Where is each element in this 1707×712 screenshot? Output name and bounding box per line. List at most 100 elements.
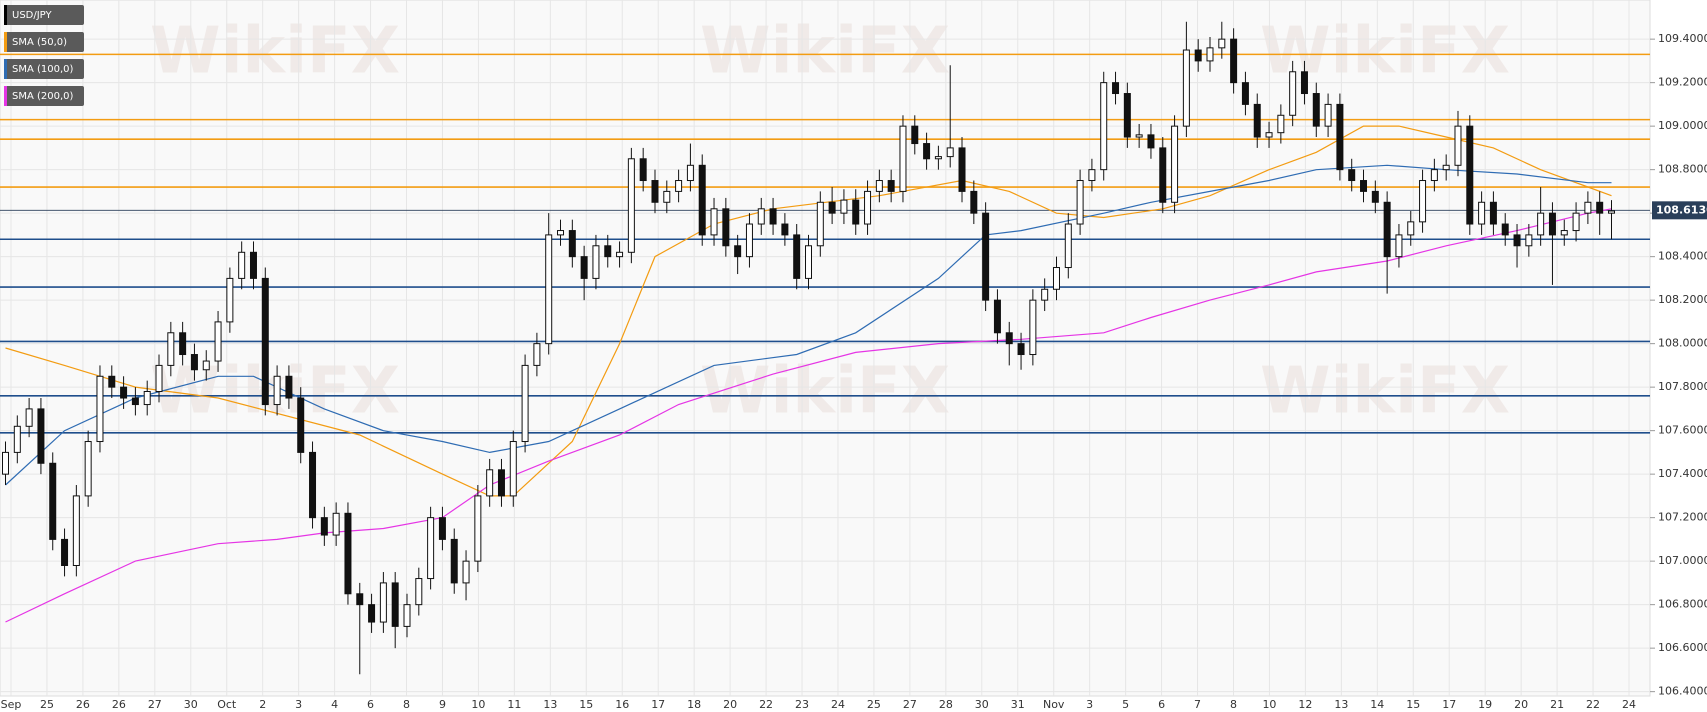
candle-body	[1088, 169, 1096, 182]
candle-body	[1005, 332, 1013, 345]
candle-body	[1525, 234, 1533, 247]
x-tick-label: 7	[1194, 698, 1201, 711]
x-tick-label: 20	[723, 698, 737, 711]
y-tick-label: 107.8000	[1658, 380, 1707, 393]
candle-body	[462, 560, 470, 584]
candle-body	[61, 538, 69, 567]
candle-body	[970, 190, 978, 214]
x-tick-label: 10	[471, 698, 485, 711]
candle-body	[911, 125, 919, 145]
candle-body	[356, 593, 364, 606]
candle-body	[1360, 180, 1368, 192]
candle-body	[745, 223, 753, 258]
candle-body	[1171, 125, 1179, 203]
candle-body	[108, 375, 116, 388]
y-tick-label: 108.4000	[1658, 250, 1707, 263]
x-tick-label: 22	[759, 698, 773, 711]
y-tick-label: 107.0000	[1658, 554, 1707, 567]
x-tick-label: 12	[1298, 698, 1312, 711]
candle-body	[557, 230, 565, 236]
candle-body	[273, 375, 281, 406]
candle-body	[627, 158, 635, 253]
x-tick-label: Oct	[217, 698, 237, 711]
candle-body	[1501, 223, 1509, 236]
candle-body	[450, 538, 458, 584]
candle-body	[982, 212, 990, 301]
candle-body	[226, 277, 234, 323]
candle-body	[1135, 134, 1143, 138]
candle-body	[1548, 212, 1556, 236]
candle-body	[190, 354, 198, 371]
legend-label: USD/JPY	[12, 10, 52, 21]
x-tick-label: 30	[184, 698, 198, 711]
x-tick-label: 25	[40, 698, 54, 711]
x-tick-label: 27	[148, 698, 162, 711]
candle-body	[592, 245, 600, 279]
x-tick-label: 23	[795, 698, 809, 711]
legend-swatch	[4, 86, 7, 106]
watermark: WikiFX	[150, 15, 400, 89]
candle-body	[1454, 125, 1462, 166]
candle-body	[675, 180, 683, 192]
candle-body	[261, 277, 269, 406]
x-tick-label: 20	[1514, 698, 1528, 711]
candle-body	[663, 190, 671, 203]
x-tick-label: 10	[1262, 698, 1276, 711]
x-tick-label: 16	[615, 698, 629, 711]
candle-body	[1300, 71, 1308, 95]
candle-body	[403, 604, 411, 627]
legend-box	[4, 32, 84, 52]
candle-body	[285, 375, 293, 399]
candle-body	[1147, 134, 1155, 149]
candle-body	[391, 582, 399, 627]
x-tick-label: 4	[331, 698, 338, 711]
candle-body	[1277, 114, 1285, 134]
candle-body	[427, 517, 435, 580]
watermark: WikiFX	[700, 15, 950, 89]
candle-body	[722, 208, 730, 247]
candle-body	[438, 517, 446, 540]
candle-body	[1596, 201, 1604, 214]
candle-body	[840, 199, 848, 214]
candle-body	[1064, 223, 1072, 269]
candle-body	[1289, 71, 1297, 116]
x-tick-label: 21	[1550, 698, 1564, 711]
candle-body	[899, 125, 907, 192]
candle-body	[309, 451, 317, 519]
candle-body	[1230, 38, 1238, 84]
candle-body	[72, 495, 80, 566]
candle-body	[1572, 212, 1580, 232]
candle-body	[368, 604, 376, 623]
candle-body	[875, 180, 883, 192]
candle-body	[497, 469, 505, 497]
x-tick-label: 18	[687, 698, 701, 711]
candle-body	[1194, 49, 1202, 62]
y-tick-label: 109.4000	[1658, 32, 1707, 45]
x-tick-label: 24	[1622, 698, 1636, 711]
candle-body	[545, 234, 553, 345]
x-tick-label: 14	[1370, 698, 1384, 711]
x-tick-label: 5	[1122, 698, 1129, 711]
x-tick-label: 17	[1442, 698, 1456, 711]
candle-body	[1371, 190, 1379, 203]
y-tick-label: 106.8000	[1658, 598, 1707, 611]
y-tick-label: 106.4000	[1658, 685, 1707, 698]
candle-body	[769, 208, 777, 225]
candle-body	[993, 299, 1001, 334]
x-tick-label: 3	[295, 698, 302, 711]
x-tick-label: 31	[1011, 698, 1025, 711]
candle-body	[1466, 125, 1474, 225]
candle-body	[1206, 47, 1214, 62]
x-tick-label: 3	[1086, 698, 1093, 711]
candle-body	[344, 512, 352, 595]
legend-label: SMA (200,0)	[12, 91, 74, 102]
candle-body	[1430, 169, 1438, 182]
candle-body	[1336, 103, 1344, 171]
candle-body	[49, 462, 57, 540]
x-tick-label: 30	[975, 698, 989, 711]
candle-body	[96, 375, 104, 443]
candle-body	[1608, 210, 1615, 214]
candle-body	[37, 408, 45, 464]
candle-body	[1017, 343, 1025, 356]
